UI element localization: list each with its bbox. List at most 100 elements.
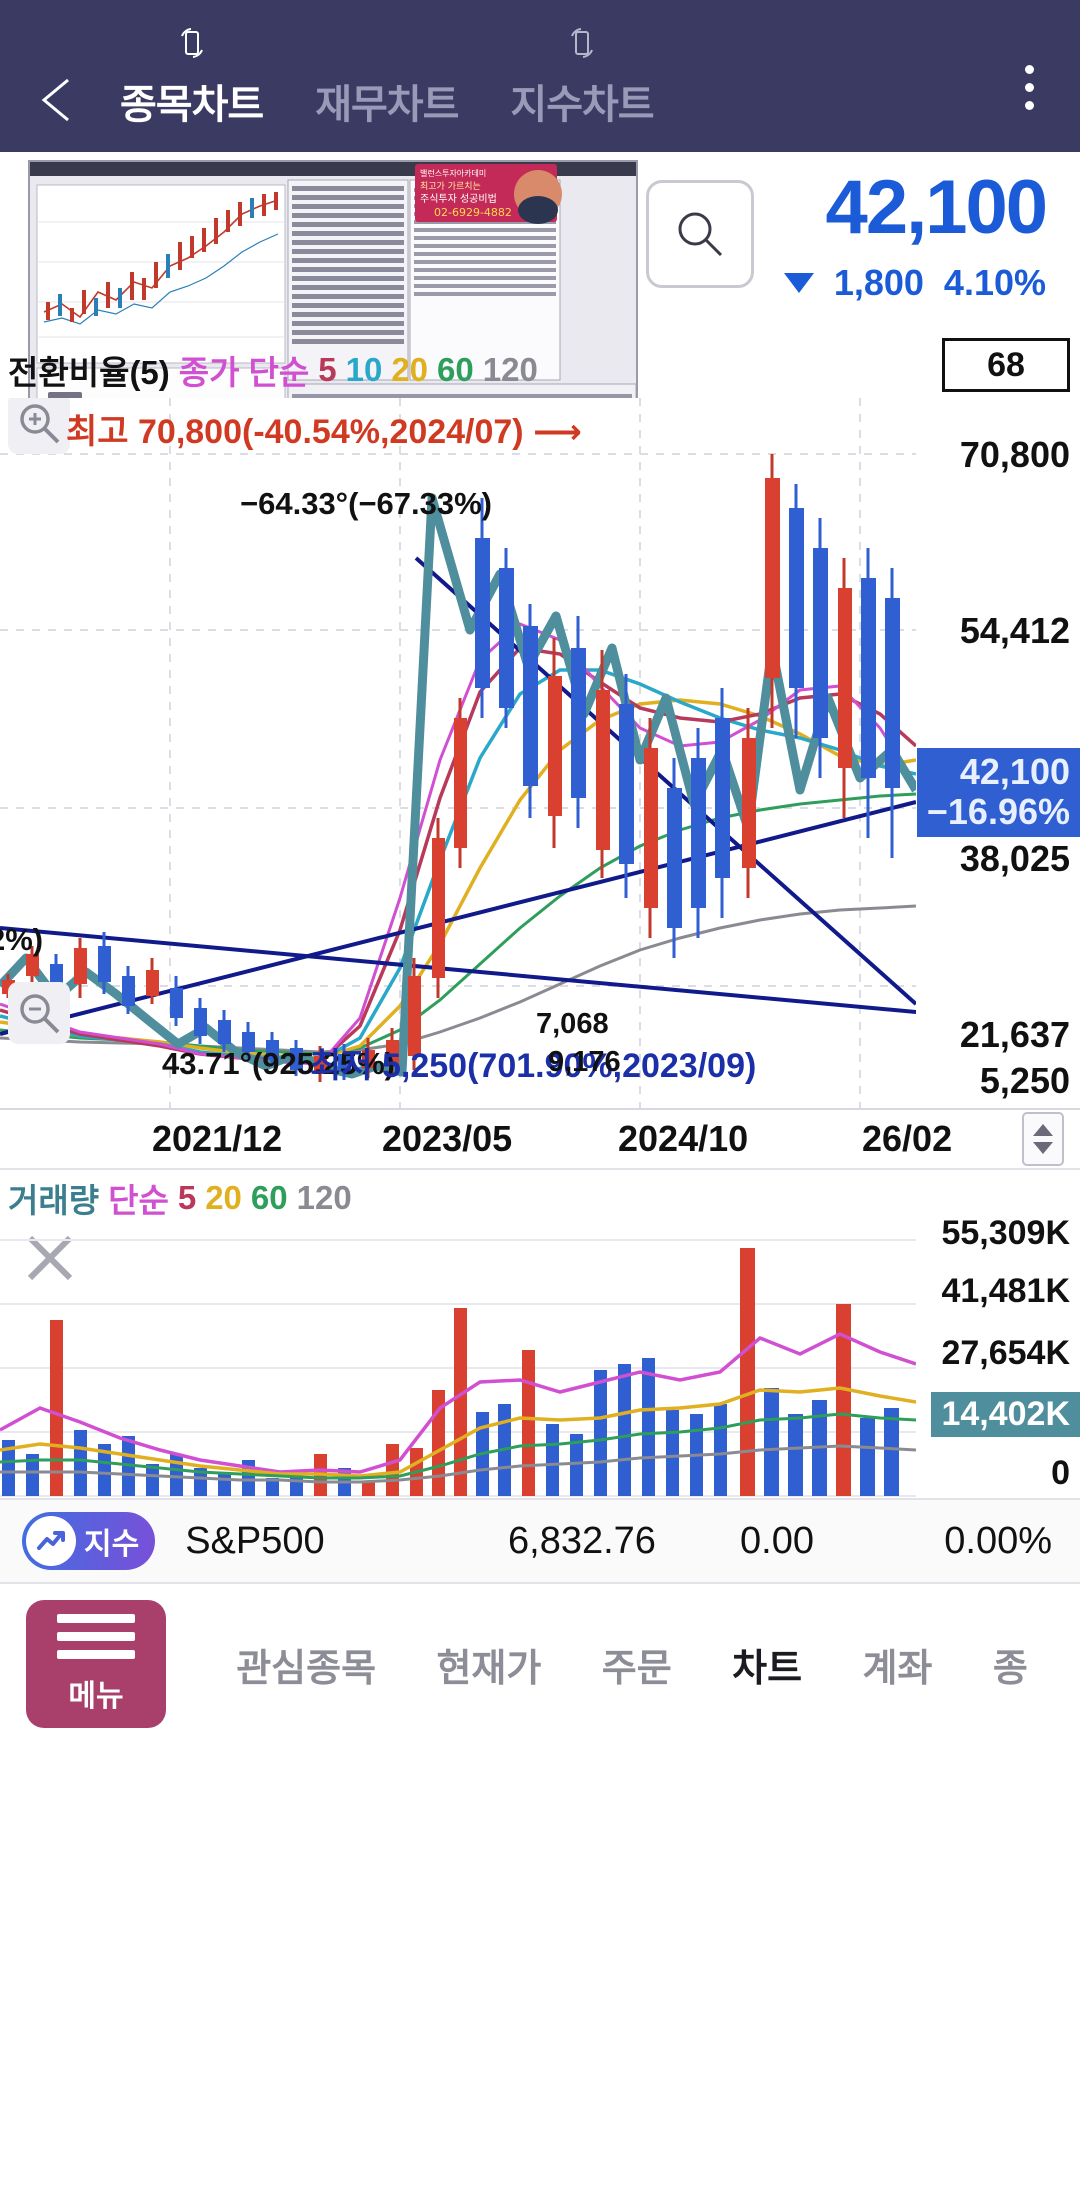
index-value: 6,832.76 xyxy=(508,1519,656,1562)
current-price-pct: −16.96% xyxy=(926,791,1070,833)
trendline-angle-bottom: 43.71°(925.25%) xyxy=(162,1046,395,1081)
trend-up-icon xyxy=(37,1531,65,1550)
period-input[interactable]: 68 xyxy=(942,338,1070,392)
zoom-in-icon xyxy=(20,404,60,444)
volume-legend-ma-5: 5 xyxy=(177,1179,197,1216)
stock-info-strip: 밸런스투자아카데미 최고가 가르치는 주식투자 성공비법 02-6929-488… xyxy=(0,152,1080,577)
menu-button-label: 메뉴 xyxy=(68,1679,124,1713)
legend-ma-120: 120 xyxy=(482,351,538,388)
legend-ma-10: 10 xyxy=(345,351,383,388)
volume-legend-ma-20: 20 xyxy=(205,1179,242,1216)
price-block: 42,100 1,800 4.10% xyxy=(783,165,1048,304)
index-name: S&P500 xyxy=(185,1519,325,1562)
volume-legend-ma-60: 60 xyxy=(250,1179,288,1216)
volume-y-tick-label: 0 xyxy=(1051,1454,1070,1492)
index-ticker-bar[interactable]: 지수 S&P500 6,832.76 0.00 0.00% xyxy=(0,1498,1080,1584)
legend-ma-60: 60 xyxy=(437,351,474,388)
volume-legend-title: 거래량 xyxy=(8,1182,100,1219)
volume-chart-plot[interactable] xyxy=(0,1222,916,1500)
nav-item-order[interactable]: 주문 xyxy=(601,1647,672,1690)
menu-button[interactable]: 메뉴 xyxy=(26,1600,166,1728)
current-price: 42,100 xyxy=(825,165,1048,250)
volume-bars xyxy=(2,1248,899,1496)
current-price-marker: 42,100 −16.96% xyxy=(916,748,1080,837)
nav-item-more[interactable]: 종 xyxy=(992,1647,1028,1690)
legend-ma-20: 20 xyxy=(391,351,429,388)
volume-legend-ma-type: 단순 xyxy=(108,1182,169,1219)
y-tick-label: 54,412 xyxy=(959,610,1070,651)
x-tick-label: 2023/05 xyxy=(382,1118,513,1159)
svg-text:02-6929-4882: 02-6929-4882 xyxy=(434,206,512,219)
nav-item-account[interactable]: 계좌 xyxy=(862,1647,933,1690)
price-chart-plot[interactable]: 최고 70,800(-40.54%,2024/07) ⟶ −64.33°(−67… xyxy=(0,398,916,1108)
y-tick-label: 38,025 xyxy=(959,838,1070,879)
low-annotation: 최저 5,250(701.90%,2023/09) xyxy=(310,1047,757,1085)
chart-tabs: 종목차트 재무차트 지수차트 xyxy=(120,28,655,134)
price-change-row: 1,800 4.10% xyxy=(783,262,1046,304)
volume-current-marker: 14,402K xyxy=(931,1392,1080,1437)
legend-ma-5: 5 xyxy=(318,351,337,388)
svg-text:밸런스투자아카데미: 밸런스투자아카데미 xyxy=(420,168,486,178)
rotate-screen-icon xyxy=(180,28,203,58)
level-9176-label: 9,176 xyxy=(548,1046,621,1078)
bottom-navigation: 메뉴 관심종목 현재가 주문 차트 계좌 종 xyxy=(0,1584,1080,1744)
left-partial-annotation: 2%) xyxy=(0,922,44,957)
chevron-up-icon xyxy=(1033,1124,1053,1136)
legend-title: 전환비율(5) xyxy=(8,354,170,391)
rotate-screen-icon xyxy=(571,28,593,58)
app-bar: 종목차트 재무차트 지수차트 xyxy=(0,0,1080,152)
index-change-percent: 0.00% xyxy=(944,1519,1052,1562)
tab-label: 지수차트 xyxy=(510,83,654,127)
nav-item-current-price[interactable]: 현재가 xyxy=(436,1647,542,1690)
nav-items: 관심종목 현재가 주문 차트 계좌 종 xyxy=(166,1637,1080,1692)
search-icon xyxy=(678,212,723,257)
nav-item-watchlist[interactable]: 관심종목 xyxy=(236,1647,377,1690)
volume-y-axis: 55,309K 41,481K 27,654K 14,402K 0 xyxy=(916,1210,1080,1500)
price-chart-legend: 전환비율(5) 종가 단순 5 10 20 60 120 68 xyxy=(0,338,1080,398)
volume-chart[interactable]: 거래량 단순 5 20 60 120 xyxy=(0,1168,1080,1498)
price-y-axis: 70,800 54,412 42,100 −16.96% 38,025 21,6… xyxy=(916,398,1080,1108)
price-x-axis: 2021/12 2023/05 2024/10 26/02 xyxy=(0,1108,1080,1168)
close-volume-button[interactable] xyxy=(18,1226,82,1290)
price-chart-svg xyxy=(0,398,916,1108)
hamburger-icon xyxy=(57,1613,135,1659)
x-tick-label: 26/02 xyxy=(862,1118,953,1159)
volume-legend-ma-120: 120 xyxy=(296,1179,352,1216)
zoom-out-icon xyxy=(20,994,60,1034)
y-tick-label: 5,250 xyxy=(979,1060,1070,1101)
zoom-in-button[interactable] xyxy=(8,398,70,454)
trendline-angle-top: −64.33°(−67.33%) xyxy=(240,486,492,521)
x-axis-scale-stepper[interactable] xyxy=(1022,1112,1064,1166)
current-price-value: 42,100 xyxy=(959,751,1070,792)
chevron-down-icon xyxy=(1033,1142,1053,1154)
tab-index-chart[interactable]: 지수차트 xyxy=(510,28,655,134)
kebab-dot xyxy=(1025,83,1034,92)
back-button[interactable] xyxy=(0,72,120,134)
level-7068-label: 7,068 xyxy=(536,1008,609,1040)
search-button[interactable] xyxy=(646,180,754,288)
down-triangle-icon xyxy=(783,273,814,293)
overflow-menu-button[interactable] xyxy=(1025,65,1034,110)
x-tick-label: 2024/10 xyxy=(618,1118,749,1159)
index-badge[interactable]: 지수 xyxy=(22,1512,156,1570)
zoom-out-button[interactable] xyxy=(8,982,70,1044)
volume-chart-svg xyxy=(0,1239,916,1497)
svg-text:주식투자 성공비법: 주식투자 성공비법 xyxy=(420,193,497,205)
tab-financial-chart[interactable]: 재무차트 xyxy=(315,72,459,134)
high-annotation-text: 최고 70,800(-40.54%,2024/07) xyxy=(66,413,524,451)
volume-y-tick-label: 27,654K xyxy=(941,1334,1070,1372)
back-arrow-icon xyxy=(41,78,69,122)
nav-item-chart[interactable]: 차트 xyxy=(732,1647,803,1690)
volume-y-tick-label: 41,481K xyxy=(941,1272,1070,1310)
price-change-percent: 4.10% xyxy=(943,262,1046,303)
index-change: 0.00 xyxy=(740,1519,814,1562)
index-icon-circle xyxy=(26,1516,76,1566)
candles xyxy=(2,454,900,1082)
price-chart[interactable]: 최고 70,800(-40.54%,2024/07) ⟶ −64.33°(−67… xyxy=(0,398,1080,1108)
high-annotation: 최고 70,800(-40.54%,2024/07) ⟶ xyxy=(66,404,582,453)
tab-stock-chart[interactable]: 종목차트 xyxy=(120,28,264,134)
tab-label: 종목차트 xyxy=(120,83,264,127)
legend-ma-type: 단순 xyxy=(248,354,310,391)
kebab-dot xyxy=(1025,101,1034,110)
y-tick-label: 70,800 xyxy=(959,434,1070,475)
